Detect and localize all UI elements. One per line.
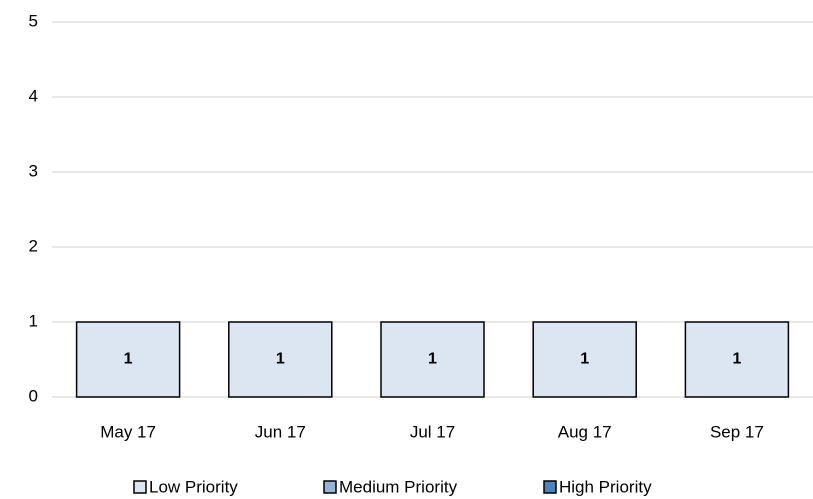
legend-swatch (323, 480, 337, 494)
legend-swatch (133, 480, 147, 494)
x-tick-label: Jun 17 (255, 422, 306, 441)
bar-segment (684, 321, 790, 398)
data-label: 1 (732, 351, 741, 368)
bar-segment (75, 321, 181, 398)
legend-label: High Priority (559, 477, 652, 496)
bar-segment (228, 321, 333, 398)
y-tick-label: 0 (29, 386, 38, 405)
x-tick-label: Aug 17 (558, 422, 612, 441)
x-tick-label: Sep 17 (710, 422, 764, 441)
y-tick-label: 5 (29, 11, 38, 30)
y-tick-label: 2 (29, 236, 38, 255)
y-tick-label: 1 (29, 311, 38, 330)
data-label: 1 (580, 351, 589, 368)
x-tick-label: Jul 17 (410, 422, 455, 441)
bar-segment (380, 321, 485, 398)
y-tick-label: 4 (29, 86, 38, 105)
legend-label: Low Priority (149, 477, 238, 496)
data-label: 1 (276, 351, 285, 368)
legend-swatch (543, 480, 557, 494)
data-label: 1 (124, 351, 133, 368)
y-tick-label: 3 (29, 161, 38, 180)
data-label: 1 (428, 351, 437, 368)
legend-label: Medium Priority (339, 477, 458, 496)
x-tick-label: May 17 (100, 422, 156, 441)
bar-segment (532, 321, 637, 398)
